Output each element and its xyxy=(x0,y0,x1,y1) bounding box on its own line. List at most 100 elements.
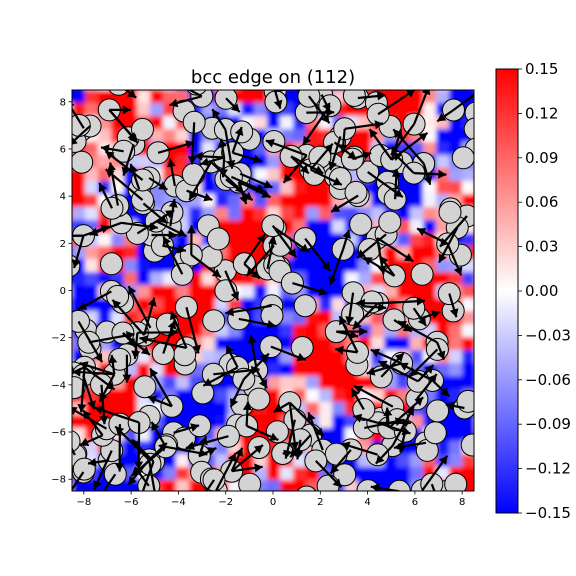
displacement-arrow xyxy=(247,334,258,371)
displacement-arrow xyxy=(198,446,217,457)
atom xyxy=(108,90,129,96)
displacement-arrow xyxy=(398,362,434,382)
y-tick-label: 2 xyxy=(60,239,66,250)
colorbar-tick-label: 0.00 xyxy=(525,282,558,300)
x-tick-label: −4 xyxy=(171,497,186,508)
displacement-arrow xyxy=(99,384,109,425)
atom xyxy=(191,381,215,405)
displacement-arrow xyxy=(187,90,203,98)
atom xyxy=(188,414,212,438)
displacement-arrow xyxy=(379,255,396,277)
displacement-arrow xyxy=(155,220,187,238)
displacement-arrow xyxy=(72,407,108,430)
displacement-arrow xyxy=(352,302,379,331)
displacement-arrows xyxy=(72,90,474,507)
displacement-arrow xyxy=(436,109,455,123)
displacement-arrow xyxy=(149,367,173,407)
displacement-arrow xyxy=(356,298,378,308)
displacement-arrow xyxy=(141,461,155,491)
displacement-arrow xyxy=(194,151,225,161)
y-axis: −8 −6 −4 −2 0 2 4 6 8 xyxy=(51,97,72,486)
displacement-arrow xyxy=(128,163,141,190)
displacement-arrow xyxy=(245,244,275,277)
displacement-arrow xyxy=(430,483,436,491)
atom xyxy=(181,162,205,186)
atom xyxy=(72,309,90,333)
atom xyxy=(349,212,373,236)
displacement-arrow xyxy=(246,424,279,442)
atom xyxy=(293,294,317,318)
atom xyxy=(426,399,450,423)
displacement-arrow xyxy=(108,354,118,375)
x-tick-label: 2 xyxy=(317,497,323,508)
displacement-arrow xyxy=(127,285,152,329)
displacement-arrow xyxy=(72,446,76,456)
displacement-arrow xyxy=(266,236,277,270)
displacement-arrow xyxy=(238,181,271,199)
atom xyxy=(438,200,462,224)
x-tick-label: 8 xyxy=(459,497,465,508)
displacement-arrow xyxy=(232,151,263,164)
displacement-arrow xyxy=(413,169,447,179)
displacement-arrow xyxy=(353,384,394,408)
displacement-arrow xyxy=(215,452,237,491)
displacement-arrow xyxy=(82,374,96,410)
displacement-arrow xyxy=(363,256,395,277)
y-tick-label: −2 xyxy=(51,333,66,344)
displacement-arrow xyxy=(169,95,203,108)
displacement-arrow xyxy=(190,254,222,279)
atom xyxy=(463,117,474,141)
displacement-arrow xyxy=(224,129,236,169)
atom xyxy=(202,309,226,333)
plot-area xyxy=(72,90,474,507)
atom xyxy=(344,180,368,204)
displacement-arrow xyxy=(217,138,227,158)
displacement-arrow xyxy=(308,95,331,124)
displacement-arrow xyxy=(151,230,177,240)
displacement-arrow xyxy=(98,182,113,209)
displacement-arrow xyxy=(292,282,328,296)
displacement-arrow xyxy=(230,444,264,473)
atom xyxy=(131,117,154,141)
displacement-arrow xyxy=(225,178,254,202)
x-axis: −8 −6 −4 −2 0 2 4 6 8 xyxy=(76,491,465,508)
displacement-arrow xyxy=(416,373,438,400)
colorbar xyxy=(495,68,519,514)
displacement-arrow xyxy=(147,395,173,408)
displacement-arrow xyxy=(162,244,187,254)
displacement-arrow xyxy=(148,442,168,461)
displacement-arrow xyxy=(100,144,124,154)
displacement-arrow xyxy=(439,215,468,248)
displacement-arrow xyxy=(278,497,307,507)
colorbar-tick-label: −0.09 xyxy=(525,415,571,433)
displacement-arrow xyxy=(452,93,474,111)
displacement-arrow xyxy=(413,90,431,125)
x-tick-label: −6 xyxy=(124,497,139,508)
atom xyxy=(460,433,474,457)
displacement-arrow xyxy=(124,90,137,99)
displacement-arrow xyxy=(345,292,355,325)
displacement-arrow xyxy=(239,172,273,189)
colorbar-tick-label: 0.03 xyxy=(525,238,558,256)
displacement-arrow xyxy=(186,225,196,255)
displacement-arrow xyxy=(243,233,266,265)
displacement-arrow xyxy=(225,97,241,113)
atom xyxy=(100,252,123,276)
displacement-arrow xyxy=(213,365,260,376)
displacement-arrow xyxy=(79,434,104,447)
atom xyxy=(106,284,130,308)
displacement-arrow xyxy=(350,387,365,410)
displacement-arrow xyxy=(173,423,200,434)
atom xyxy=(247,387,271,411)
displacement-arrow xyxy=(383,407,393,428)
x-tick-label: 6 xyxy=(412,497,418,508)
displacement-arrow xyxy=(357,91,386,101)
colorbar-tick-label: 0.06 xyxy=(525,193,558,211)
chart-title: bcc edge on (112) xyxy=(191,67,355,88)
displacement-arrow xyxy=(335,345,358,355)
displacement-arrow xyxy=(109,105,131,115)
displacement-arrow xyxy=(366,362,402,376)
atom xyxy=(444,472,468,491)
displacement-arrow xyxy=(377,360,419,383)
